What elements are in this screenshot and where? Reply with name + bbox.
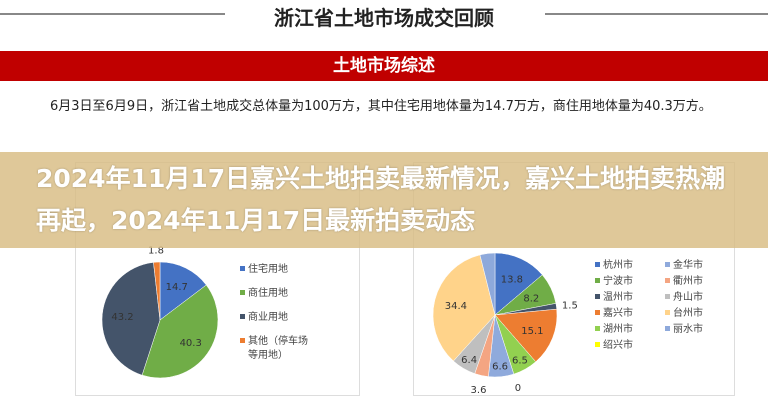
summary-paragraph: 6月3日至6月9日，浙江省土地成交总体量为100万方，其中住宅用地体量为14.7… (50, 99, 712, 114)
legend-label: 宁波市 (603, 274, 633, 287)
data-label: 6.6 (492, 362, 508, 373)
divider (545, 13, 768, 15)
data-label: 40.3 (180, 338, 202, 349)
legend-label: 衢州市 (673, 274, 703, 287)
data-label: 14.7 (166, 282, 188, 293)
legend-swatch (240, 290, 245, 295)
legend-swatch (665, 326, 670, 331)
pie-slice (101, 262, 161, 376)
legend-label: 嘉兴市 (603, 306, 633, 319)
legend-label: 丽水市 (673, 322, 703, 335)
data-label: 34.4 (445, 301, 467, 312)
section-banner: 土地市场综述 (0, 51, 768, 81)
pie-slice (494, 252, 543, 316)
legend-label: 舟山市 (673, 290, 703, 303)
legend-label: 商业用地 (248, 310, 288, 323)
title-overlay (0, 152, 768, 248)
legend-label: 等用地） (248, 348, 288, 361)
data-label: 0 (515, 383, 521, 394)
legend-swatch (595, 342, 600, 347)
legend-label: 商住用地 (248, 286, 288, 299)
legend-label: 台州市 (673, 306, 703, 319)
data-label: 6.5 (512, 355, 528, 366)
divider (0, 13, 225, 15)
data-label: 13.8 (501, 274, 523, 285)
data-label: 6.4 (461, 355, 477, 366)
data-label: 3.6 (471, 385, 487, 396)
pie-slice (159, 261, 207, 321)
legend-swatch (240, 266, 245, 271)
slide-header: 浙江省土地市场成交回顾 (0, 0, 768, 40)
legend-swatch (665, 310, 670, 315)
data-label: 1.5 (562, 300, 578, 311)
article-title: 2024年11月17日嘉兴土地拍卖最新情况，嘉兴土地拍卖热潮再起，2024年11… (36, 164, 726, 235)
pie-slice (432, 254, 496, 362)
legend-swatch (665, 262, 670, 267)
pie-slice (479, 252, 496, 316)
legend-swatch (595, 294, 600, 299)
legend-label: 住宅用地 (248, 262, 288, 275)
legend-swatch (665, 294, 670, 299)
legend-label: 金华市 (673, 258, 703, 271)
pie-slice (153, 261, 161, 321)
legend-label: 绍兴市 (603, 338, 633, 351)
data-label: 43.2 (111, 312, 133, 323)
legend-label: 湖州市 (603, 322, 633, 335)
legend-label: 杭州市 (603, 258, 633, 271)
legend-swatch (240, 314, 245, 319)
legend-swatch (595, 278, 600, 283)
legend-swatch (665, 278, 670, 283)
legend-swatch (240, 338, 245, 343)
pie-slice (141, 284, 219, 379)
pie-slice (494, 308, 558, 363)
data-label: 15.1 (521, 326, 543, 337)
legend-label: 其他（停车场 (248, 334, 308, 347)
data-label: 8.2 (523, 294, 539, 305)
data-label: 1.8 (148, 245, 164, 256)
legend-swatch (595, 310, 600, 315)
legend-swatch (595, 262, 600, 267)
legend-label: 温州市 (603, 290, 633, 303)
slide-heading: 浙江省土地市场成交回顾 (274, 6, 494, 30)
legend-swatch (595, 326, 600, 331)
